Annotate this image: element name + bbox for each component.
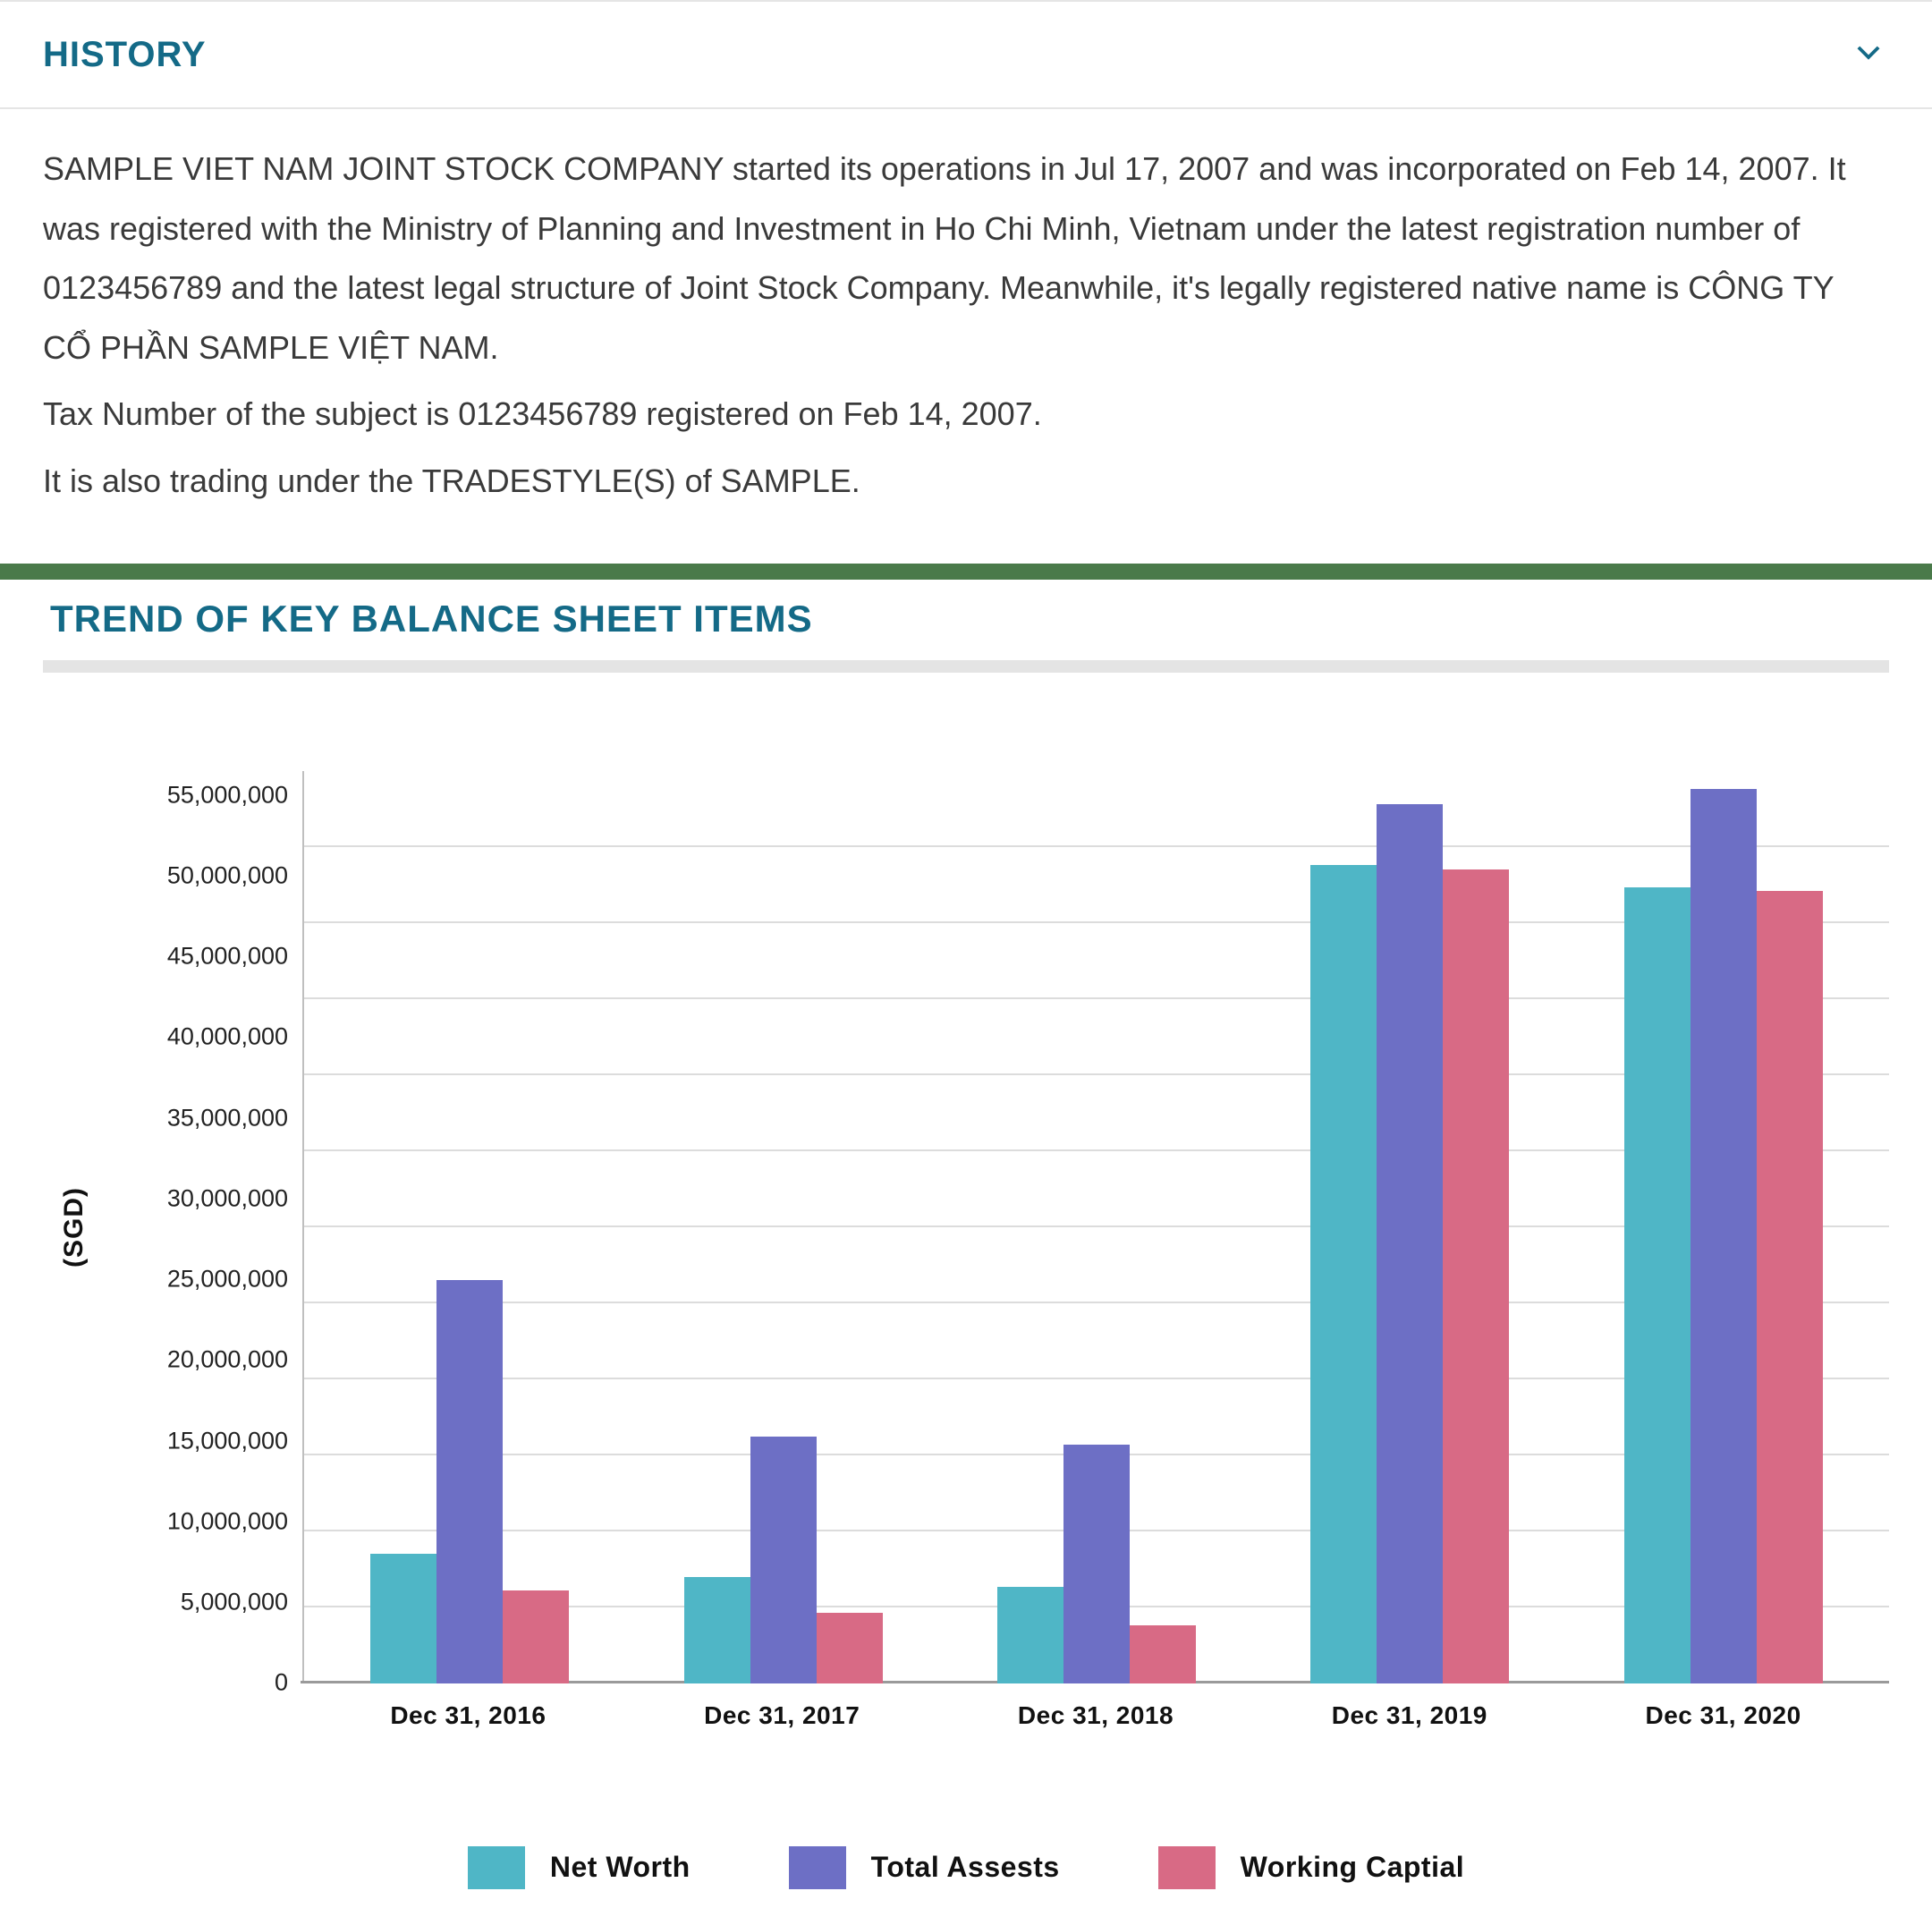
legend-item: Net Worth (468, 1846, 691, 1889)
balance-sheet-chart: (SGD) 55,000,000 50,000,000 45,000,000 40,0… (0, 673, 1932, 1739)
chevron-down-icon[interactable] (1848, 34, 1889, 75)
chart-bar (1624, 887, 1690, 1683)
chart-rule (43, 660, 1889, 673)
x-tick-label: Dec 31, 2017 (625, 1701, 939, 1730)
chart-bar (1757, 891, 1823, 1683)
y-tick-label: 35,000,000 (167, 1106, 288, 1130)
history-paragraph: Tax Number of the subject is 0123456789 … (43, 385, 1889, 445)
x-tick-label: Dec 31, 2016 (311, 1701, 625, 1730)
chart-bar (817, 1613, 883, 1683)
y-tick-label: 10,000,000 (167, 1509, 288, 1533)
legend-item: Working Captial (1158, 1846, 1464, 1889)
chart-plot-area (302, 771, 1889, 1683)
y-tick-label: 50,000,000 (167, 863, 288, 887)
x-axis-labels: Dec 31, 2016Dec 31, 2017Dec 31, 2018Dec … (302, 1683, 1889, 1730)
y-tick-label: 30,000,000 (167, 1186, 288, 1210)
history-header[interactable]: HISTORY (0, 0, 1932, 109)
legend-label: Total Assests (871, 1851, 1060, 1884)
chart-bar (997, 1587, 1063, 1683)
chart-legend: Net Worth Total Assests Working Captial (0, 1739, 1932, 1925)
x-tick-label: Dec 31, 2019 (1252, 1701, 1566, 1730)
chart-title: TREND OF KEY BALANCE SHEET ITEMS (0, 580, 1932, 660)
section-divider (0, 564, 1932, 580)
chart-bar (1690, 789, 1757, 1683)
history-title: HISTORY (43, 35, 207, 75)
y-tick-label: 45,000,000 (167, 945, 288, 969)
chart-bars-area (304, 771, 1889, 1683)
x-tick-label: Dec 31, 2018 (939, 1701, 1253, 1730)
chart-bar-group (1253, 804, 1566, 1683)
chart-bar-group (313, 1280, 626, 1683)
history-paragraph: It is also trading under the TRADESTYLE(… (43, 452, 1889, 512)
y-tick-label: 55,000,000 (167, 783, 288, 807)
history-paragraph: SAMPLE VIET NAM JOINT STOCK COMPANY star… (43, 140, 1889, 377)
chart-bar (684, 1577, 750, 1683)
y-axis-title: (SGD) (59, 1187, 89, 1268)
x-tick-label: Dec 31, 2020 (1566, 1701, 1880, 1730)
y-tick-label: 0 (275, 1671, 288, 1695)
chart-bar (750, 1437, 817, 1683)
history-body: SAMPLE VIET NAM JOINT STOCK COMPANY star… (0, 109, 1932, 564)
legend-label: Working Captial (1241, 1851, 1464, 1884)
chart-bar (1377, 804, 1443, 1683)
y-tick-label: 25,000,000 (167, 1268, 288, 1292)
legend-swatch (789, 1846, 846, 1889)
chart-bar (1443, 869, 1509, 1683)
legend-label: Net Worth (550, 1851, 691, 1884)
y-tick-label: 20,000,000 (167, 1348, 288, 1372)
y-tick-label: 5,000,000 (181, 1590, 288, 1615)
chart-bar (503, 1590, 569, 1683)
legend-swatch (468, 1846, 525, 1889)
chart-bar (1310, 865, 1377, 1683)
chart-bar (370, 1554, 436, 1683)
y-tick-label: 15,000,000 (167, 1429, 288, 1453)
chart-bar (1130, 1625, 1196, 1683)
y-axis-labels: 55,000,000 50,000,000 45,000,000 40,000,000… (106, 771, 302, 1683)
chart-bar-group (1567, 789, 1880, 1683)
chart-bar (436, 1280, 503, 1683)
chart-bar-group (626, 1437, 939, 1683)
chart-bar (1063, 1445, 1130, 1683)
y-axis-title-wrap: (SGD) (43, 771, 106, 1683)
legend-swatch (1158, 1846, 1216, 1889)
y-tick-label: 40,000,000 (167, 1025, 288, 1049)
chart-bar-group (940, 1445, 1253, 1683)
legend-item: Total Assests (789, 1846, 1060, 1889)
